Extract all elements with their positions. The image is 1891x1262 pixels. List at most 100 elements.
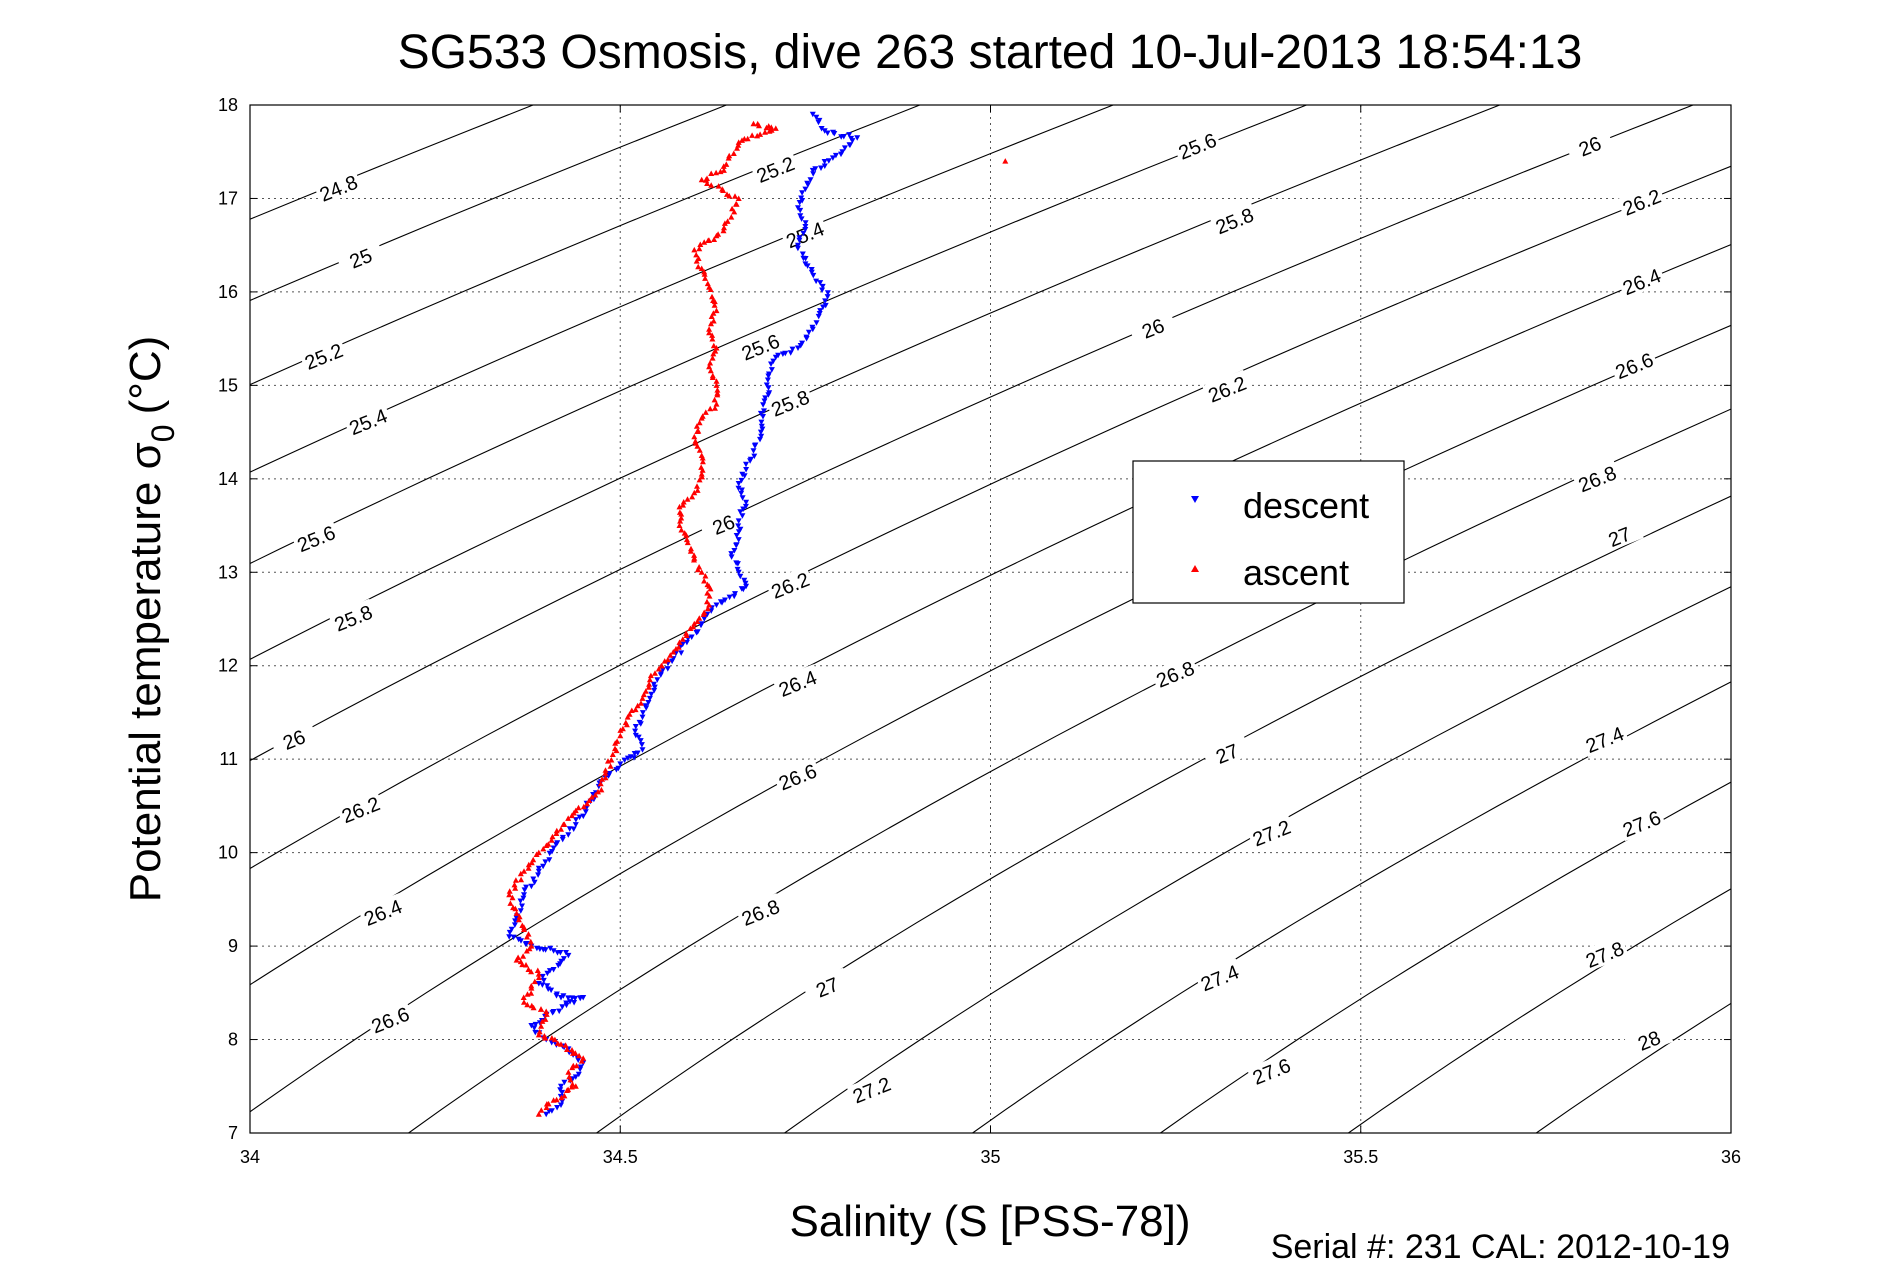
ascent-point [525,865,532,871]
descent-point [560,993,567,999]
ascent-point [676,503,683,510]
descent-point [849,138,856,144]
descent-point [722,597,728,603]
ascent-point [588,794,595,800]
ascent-point [706,326,713,332]
ascent-point [512,905,519,912]
descent-point [821,159,828,165]
density-contour-line [595,495,1731,1133]
descent-point [575,1057,582,1063]
descent-point [728,551,735,557]
y-tick-label: 17 [218,188,238,208]
ascent-point [684,496,691,502]
descent-point [535,872,542,878]
ascent-point [562,1042,569,1048]
descent-point [838,151,844,158]
ascent-point [710,350,717,357]
descent-point [577,995,584,1002]
ascent-point [525,966,532,972]
descent-point [758,433,765,440]
descent-point [758,423,765,430]
ascent-point [698,471,705,477]
contour-label-background [1172,126,1222,164]
descent-point [572,1074,579,1080]
ascent-point [697,241,704,247]
ascent-point [521,999,527,1005]
descent-point [553,993,560,999]
descent-point [523,884,530,891]
ascent-point [664,656,671,663]
descent-point [815,119,822,126]
ascent-point [516,913,523,920]
descent-point [789,346,796,353]
ascent-point [713,307,720,314]
contour-label-background [1594,517,1644,555]
descent-point [540,977,547,984]
density-contour-line [250,105,1115,473]
descent-point [743,583,750,590]
density-contour-line [783,586,1731,1133]
descent-point [559,1004,566,1010]
descent-point [832,152,839,159]
descent-point [637,738,644,744]
ascent-point [707,367,714,374]
descent-point [768,367,775,373]
ascent-point [701,271,708,277]
contour-label-background [335,790,385,828]
ascent-point [708,313,715,319]
descent-point [817,280,824,286]
ascent-point [702,573,709,579]
descent-point [802,256,809,262]
ascent-point [543,842,550,848]
ascent-point [543,1101,550,1107]
contour-label-background [269,720,319,758]
descent-point [518,938,524,944]
descent-point [757,429,764,436]
descent-point [739,495,746,501]
descent-point [570,826,577,832]
ascent-point [683,632,690,638]
contour-label: 27 [802,967,852,1005]
ascent-point [707,585,714,592]
contour-label-background [1246,813,1296,851]
descent-point [795,242,801,249]
ascent-point [707,360,714,366]
ascent-point [602,767,609,773]
ascent-point [612,740,619,746]
descent-point [743,461,749,468]
ascent-point [720,163,727,169]
ascent-point [511,881,518,888]
ascent-point [691,489,698,496]
ascent-point [684,539,691,546]
contour-label-background [1194,958,1244,996]
descent-point [805,329,812,336]
descent-point [688,634,695,640]
ascent-point [525,861,532,868]
ascent-point [632,706,639,713]
ascent-point [706,602,713,608]
descent-point [508,926,515,933]
descent-point [637,721,644,727]
descent-point [627,754,634,760]
contour-label-background [1128,309,1178,346]
descent-point [733,533,740,539]
y-tick-label: 13 [218,562,238,582]
ascent-point [507,900,514,906]
ascent-point [707,405,714,412]
ascent-point [720,187,727,193]
contour-label-background [313,168,363,206]
contour-label-background [328,598,378,636]
descent-point [817,308,824,314]
descent-point [824,130,831,136]
legend: descent ascent [1132,460,1405,604]
ascent-point [567,1076,574,1083]
ascent-point [538,1006,544,1012]
descent-point [797,207,804,214]
ascent-point [707,286,714,292]
descent-point [528,883,535,890]
x-tick-label: 35 [980,1147,1000,1167]
descent-point [809,111,816,118]
ascent-point [691,246,698,253]
ascent-point [569,1064,576,1071]
contour-label-background [1202,369,1252,407]
